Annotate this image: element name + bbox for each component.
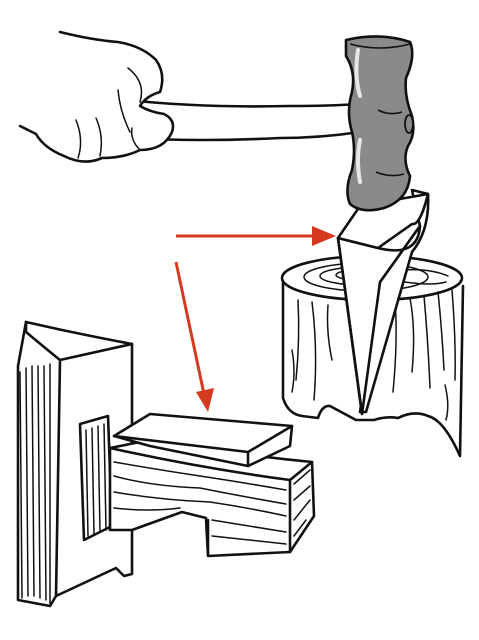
lower-block-grain xyxy=(113,461,311,545)
hammer xyxy=(126,35,415,212)
block-stack xyxy=(16,320,316,608)
arrow-to-wedge xyxy=(176,226,336,246)
wedge-front-face xyxy=(336,224,422,416)
hand xyxy=(18,30,175,163)
splitting-wedge xyxy=(336,188,430,416)
hammer-head xyxy=(344,35,415,212)
arrow-to-thin-wedge xyxy=(174,261,214,412)
back-block-grain xyxy=(19,363,51,605)
hand-outline xyxy=(18,30,175,163)
back-block xyxy=(16,320,134,608)
log-bark-lines xyxy=(291,289,456,421)
back-block-slot xyxy=(78,414,114,542)
arrows xyxy=(174,226,336,412)
